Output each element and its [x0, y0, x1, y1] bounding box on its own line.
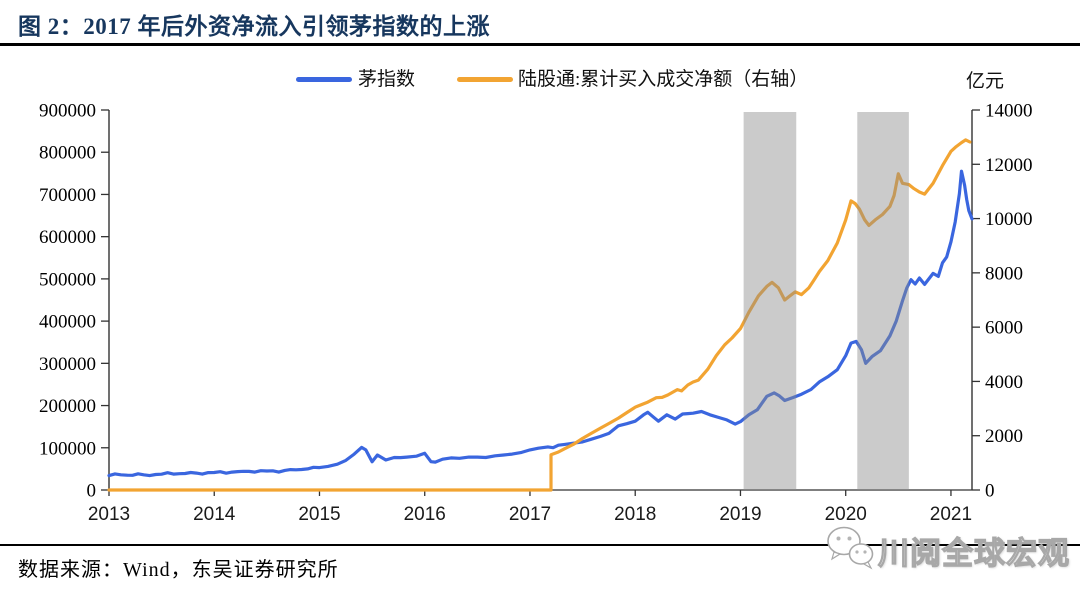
right-axis-label: 4000 — [985, 372, 1023, 393]
right-axis-label: 14000 — [985, 101, 1033, 122]
legend-swatch-stock-connect — [457, 77, 513, 82]
series-line-0 — [107, 169, 974, 478]
left-axis-label: 100000 — [39, 438, 96, 459]
x-axis-label: 2014 — [193, 504, 236, 525]
top-rule — [0, 43, 1080, 46]
right-axis-label: 10000 — [985, 209, 1033, 230]
left-axis-label: 200000 — [39, 396, 96, 417]
series-line-1 — [107, 138, 972, 492]
highlight-band — [743, 112, 797, 490]
right-axis-label: 8000 — [985, 263, 1023, 284]
legend-label-mao-index: 茅指数 — [358, 69, 416, 90]
right-axis-label: 0 — [985, 481, 995, 502]
left-axis-label: 500000 — [39, 269, 96, 290]
x-axis-label: 2021 — [930, 504, 972, 525]
left-axis-label: 700000 — [39, 185, 96, 206]
right-axis-unit-label: 亿元 — [966, 71, 1005, 92]
left-axis-label: 300000 — [39, 354, 96, 375]
wechat-logo-icon — [827, 526, 874, 570]
legend-swatch-mao-index — [296, 77, 352, 82]
x-axis-label: 2018 — [614, 504, 656, 525]
highlight-band — [857, 112, 909, 490]
x-axis-label: 2013 — [88, 504, 130, 525]
left-axis-label: 400000 — [39, 312, 96, 333]
legend-label-stock-connect: 陆股通:累计买入成交净额（右轴） — [518, 69, 809, 90]
left-axis-label: 0 — [87, 481, 97, 502]
right-axis-label: 6000 — [985, 318, 1023, 339]
x-axis-label: 2016 — [404, 504, 446, 525]
watermark-text: 川阅全球宏观 — [877, 535, 1070, 571]
figure-title: 图 2：2017 年后外资净流入引领茅指数的上涨 — [18, 14, 490, 39]
watermark: 川阅全球宏观 — [822, 516, 1080, 580]
x-axis-label: 2015 — [298, 504, 340, 525]
left-axis-label: 800000 — [39, 143, 96, 164]
bottom-rule — [0, 544, 1080, 546]
left-axis-label: 600000 — [39, 227, 96, 248]
right-axis-label: 2000 — [985, 426, 1023, 447]
x-axis-label: 2017 — [509, 504, 551, 525]
left-axis-label: 900000 — [39, 101, 96, 122]
data-source-note: 数据来源：Wind，东吴证券研究所 — [18, 559, 339, 581]
right-axis-label: 12000 — [985, 155, 1033, 176]
x-axis-label: 2019 — [719, 504, 761, 525]
x-axis-label: 2020 — [825, 504, 867, 525]
